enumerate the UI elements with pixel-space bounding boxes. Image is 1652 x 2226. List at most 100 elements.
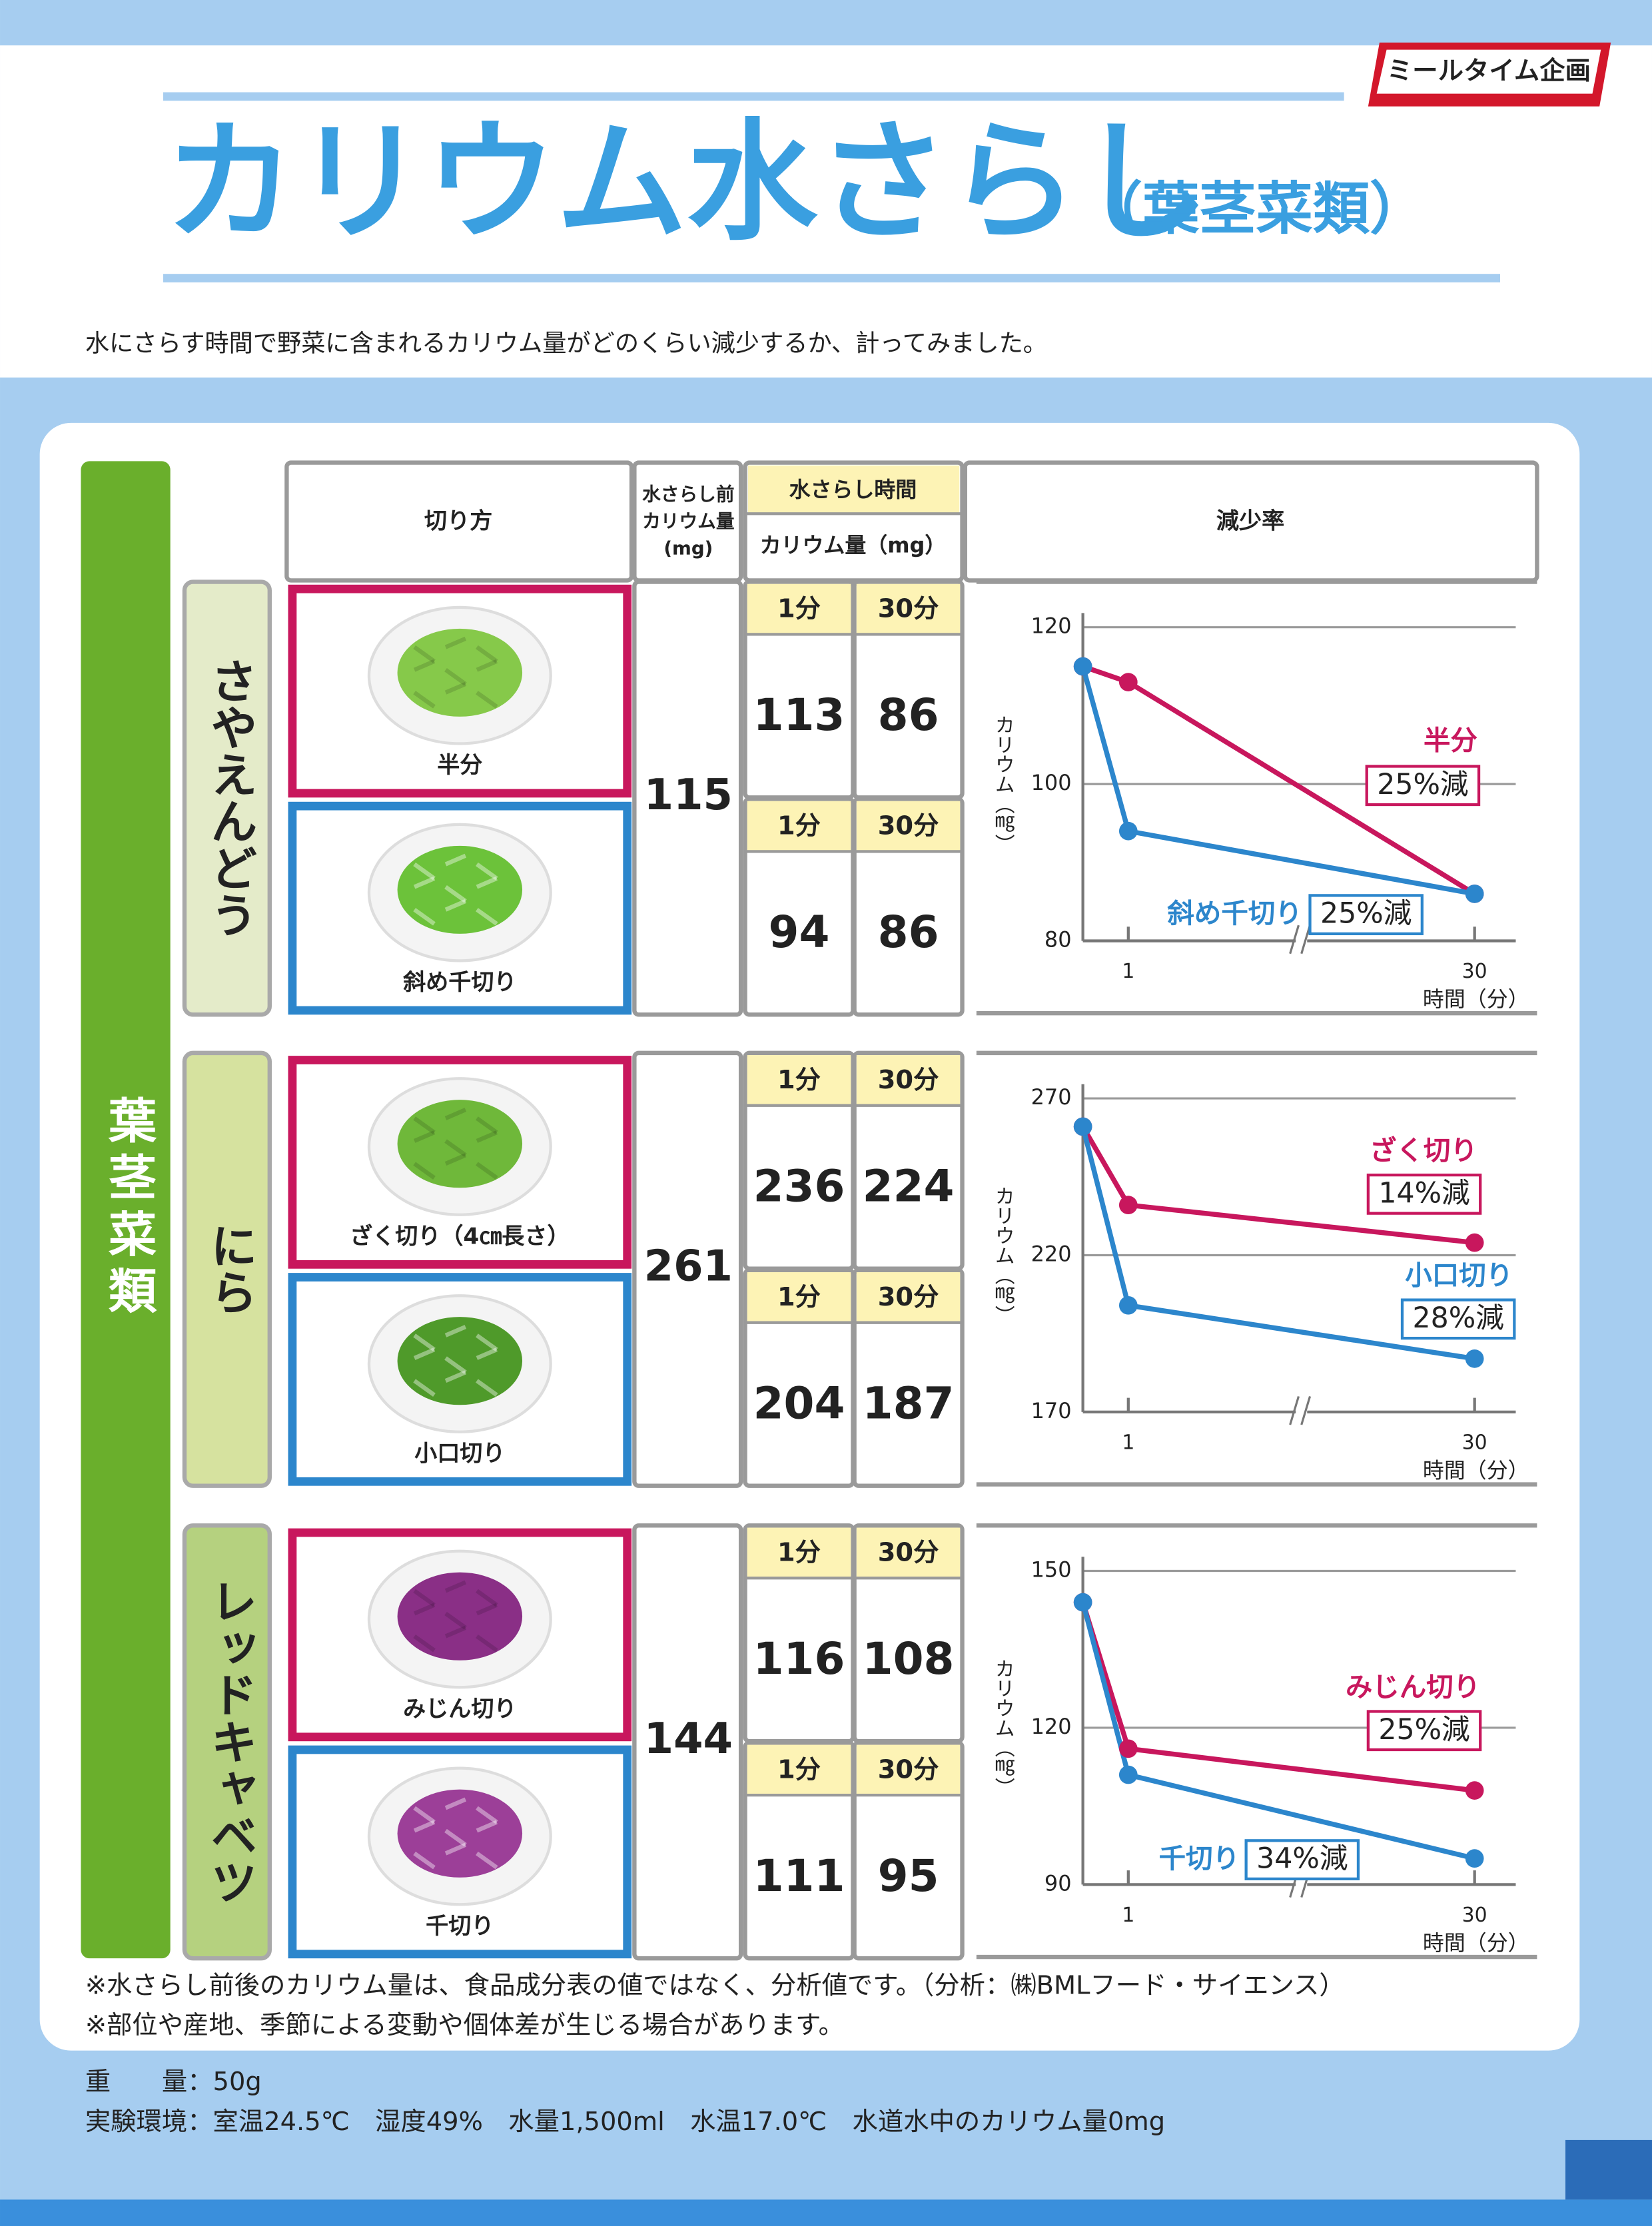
food-detail	[476, 1162, 498, 1180]
time-label: 1分	[777, 1537, 821, 1567]
potassium-value: 204	[753, 1377, 845, 1429]
food-detail	[476, 1379, 498, 1397]
header-text: (mg)	[663, 538, 713, 559]
potassium-value: 95	[878, 1850, 939, 1902]
food-detail	[476, 645, 498, 663]
food-detail	[413, 862, 436, 881]
data-point	[1465, 1849, 1484, 1868]
before-cell	[632, 1523, 743, 1961]
title-rule	[163, 92, 1344, 101]
cut-label: 斜め千切り	[403, 969, 516, 996]
annotation: 25%減	[1377, 768, 1468, 801]
food-detail	[413, 1820, 436, 1833]
header-text: 切り方	[424, 508, 492, 535]
food-detail	[476, 1116, 498, 1134]
axis-break	[1296, 923, 1308, 958]
group-bar	[81, 461, 171, 1959]
food-detail	[476, 1851, 498, 1870]
series-label: 千切り	[1159, 1842, 1240, 1874]
potassium-value: 111	[753, 1850, 845, 1902]
food-detail	[476, 876, 498, 889]
footer-text: 実験環境：室温24.5℃ 湿度49% 水量1,500ml 水温17.0℃ 水道水…	[85, 2107, 1165, 2137]
food-detail	[444, 668, 467, 686]
annotation: 25%減	[1378, 1713, 1469, 1746]
header-fill	[747, 465, 960, 514]
data-point	[1465, 1233, 1484, 1252]
time-cell	[747, 1272, 851, 1322]
food-detail	[476, 1634, 498, 1653]
axis-break	[1289, 1396, 1312, 1425]
food-detail	[413, 1162, 436, 1180]
food-detail	[444, 899, 467, 912]
header-text: カリウム量（mg）	[760, 532, 947, 557]
x-axis-label: 時間（分）	[1423, 1457, 1529, 1483]
data-point	[1465, 1349, 1484, 1368]
potassium-value: 236	[753, 1160, 845, 1212]
food-detail	[413, 908, 436, 926]
logo-inner	[1376, 49, 1601, 94]
data-point	[1118, 821, 1138, 841]
time-cell	[747, 1055, 851, 1105]
y-tick-label: 170	[1031, 1398, 1072, 1423]
annotation: 14%減	[1378, 1176, 1469, 1210]
footer-text: 重 量：50g	[85, 2067, 262, 2097]
vegetable-name: レッドキャベツ	[203, 1577, 257, 1905]
food-detail	[413, 1130, 436, 1143]
food-detail	[476, 1820, 498, 1833]
y-tick-label: 120	[1031, 613, 1072, 639]
vegetable-cell	[182, 579, 272, 1017]
food	[397, 1317, 523, 1405]
food-detail	[476, 1603, 498, 1616]
data-point	[1118, 1196, 1138, 1214]
food-detail	[444, 1370, 467, 1383]
food-detail	[413, 1333, 436, 1351]
before-cell	[632, 579, 743, 1017]
time-cell	[856, 1744, 961, 1795]
time-label: 30分	[878, 594, 939, 624]
food-detail	[444, 1580, 467, 1593]
annotation: 25%減	[1320, 897, 1412, 930]
time-label: 1分	[777, 1065, 821, 1095]
cut-label: ざく切り（4㎝長さ）	[350, 1223, 570, 1250]
annotation-box	[1244, 1839, 1360, 1880]
axis-break	[1296, 1395, 1308, 1429]
food-detail	[444, 1356, 467, 1374]
time-label: 30分	[878, 1537, 939, 1567]
time-cell	[856, 1055, 961, 1105]
logo: ミールタイム企画	[1368, 42, 1611, 107]
vegetable-name: さやえんどう	[203, 657, 257, 938]
food-detail	[444, 1139, 467, 1157]
y-tick-label: 120	[1031, 1714, 1072, 1739]
time-cell	[747, 1527, 851, 1578]
series-label: ざく切り	[1370, 1134, 1477, 1166]
header-cell	[284, 460, 634, 583]
intro: 水にさらす時間で野菜に含まれるカリウム量がどのくらい減少するか、計ってみました。	[85, 329, 1047, 358]
before-cell	[632, 1050, 743, 1488]
food	[397, 628, 523, 717]
note: ※部位や産地、季節による変動や個体差が生じる場合があります。	[85, 2010, 844, 2040]
data-point	[1465, 885, 1484, 903]
time-label: 30分	[878, 1282, 939, 1312]
series-label: みじん切り	[1346, 1670, 1480, 1702]
food-detail	[413, 1379, 436, 1397]
food-detail	[476, 1333, 498, 1351]
time-cell	[856, 1272, 961, 1322]
data-point	[1073, 1117, 1092, 1136]
potassium-value: 86	[878, 689, 939, 741]
series-label: 小口切り	[1405, 1260, 1513, 1292]
table-header: 切り方 水さらし前 カリウム量 (mg) 水さらし時間 カリウム量（mg） 減少…	[284, 460, 1539, 583]
y-axis-label: カリウム（㎎）	[991, 1659, 1015, 1798]
data-point	[1465, 1781, 1484, 1800]
food-detail	[444, 1797, 467, 1810]
food-detail	[476, 908, 498, 926]
before-value: 144	[644, 1714, 733, 1764]
cut-label: 千切り	[426, 1913, 494, 1940]
time-cell	[747, 583, 851, 634]
corner-block	[1565, 2139, 1652, 2200]
potassium-value: 224	[863, 1160, 955, 1212]
time-cell	[747, 1744, 851, 1795]
time-cell	[856, 801, 961, 851]
food-detail	[413, 1851, 436, 1870]
annotation-box	[1308, 894, 1424, 936]
food-detail	[444, 1842, 467, 1856]
